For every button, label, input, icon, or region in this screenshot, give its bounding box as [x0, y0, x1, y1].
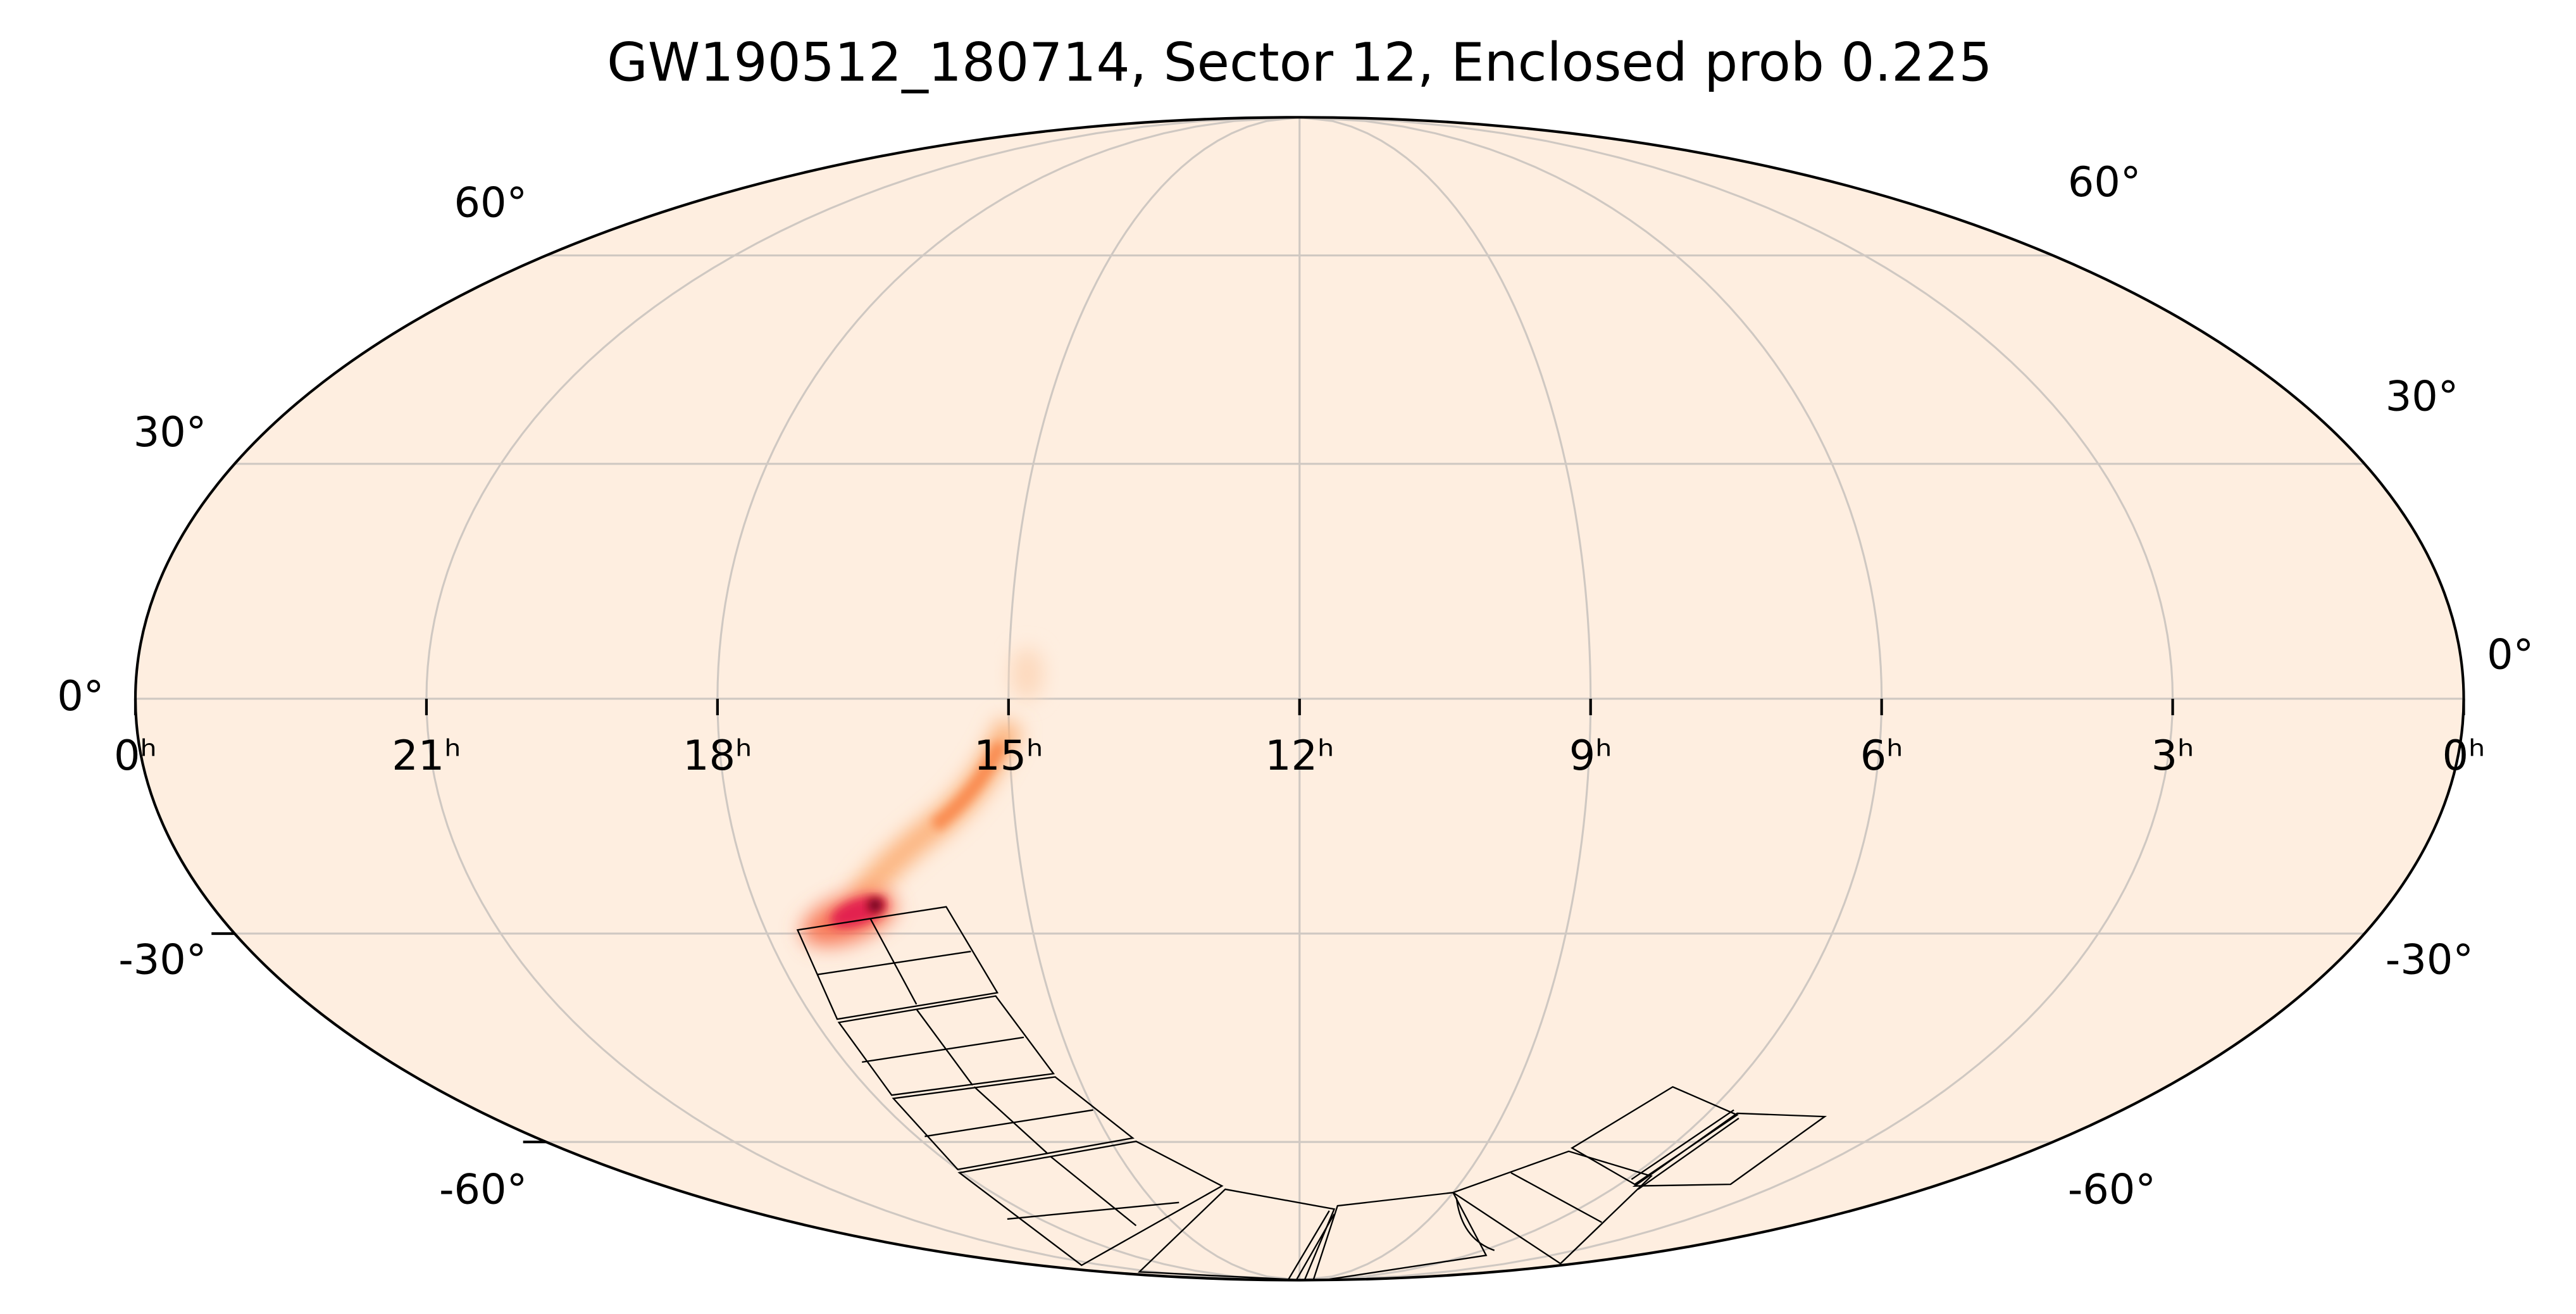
ccd-tile — [892, 1076, 1135, 1170]
ccd-tile — [1137, 1188, 1336, 1280]
y-tick-label-left: -30° — [118, 936, 206, 984]
ccd-divider — [924, 1086, 1093, 1154]
prob-faint — [1011, 647, 1044, 701]
ccd-divider — [1455, 1172, 1602, 1251]
x-tick-label: 21ʰ — [392, 732, 461, 780]
x-tick-label: 18ʰ — [683, 732, 752, 780]
y-tick-label-left: 0° — [57, 672, 104, 720]
x-tick-label: 6ʰ — [1860, 732, 1903, 780]
ccd-divider — [817, 918, 971, 1005]
ccd-divider — [1007, 1155, 1179, 1227]
y-tick-label-left: -60° — [439, 1165, 527, 1213]
y-tick-label-right: 0° — [2487, 631, 2534, 679]
x-tick-label: 0ʰ — [2442, 732, 2486, 780]
y-tick-label-right: 60° — [2068, 158, 2141, 206]
y-tick-label-left: 60° — [454, 179, 528, 227]
sector-footprint — [796, 906, 1827, 1280]
x-tick-label: 15ʰ — [974, 732, 1043, 780]
ccd-divider — [862, 1008, 1024, 1086]
ccd-divider — [1631, 1109, 1739, 1190]
ccd-tile — [837, 995, 1055, 1096]
y-tick-label-left: 30° — [134, 408, 207, 456]
x-tick-label: 3ʰ — [2151, 732, 2194, 780]
probability-map — [801, 647, 1044, 946]
x-tick-label: 9ʰ — [1569, 732, 1612, 780]
ccd-tile — [1571, 1086, 1739, 1186]
chart-title: GW190512_180714, Sector 12, Enclosed pro… — [607, 31, 1992, 93]
x-tick-label: 12ʰ — [1265, 732, 1334, 780]
ccd-tile — [1311, 1191, 1488, 1280]
y-tick-label-right: 30° — [2386, 373, 2459, 421]
ccd-divider — [1287, 1210, 1335, 1280]
x-tick-label: 0ʰ — [114, 732, 157, 780]
ccd-tile — [1632, 1112, 1827, 1187]
y-tick-label-right: -30° — [2386, 936, 2473, 984]
prob-streak-core — [930, 740, 1007, 832]
y-tick-label-right: -60° — [2068, 1165, 2156, 1213]
ccd-tile — [1451, 1150, 1653, 1265]
prob-peak — [868, 898, 882, 912]
ccd-tile — [957, 1141, 1224, 1267]
ccd-tile — [796, 906, 999, 1020]
